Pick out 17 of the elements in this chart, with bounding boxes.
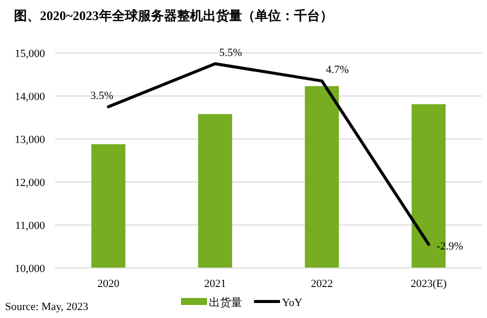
data-label: 3.5% (90, 90, 114, 102)
title: 图、2020~2023年全球服务器整机出货量（单位：千台） (14, 8, 333, 23)
source-note: Source: May, 2023 (5, 301, 89, 313)
x-tick-label: 2022 (310, 278, 333, 290)
legend-label: 出货量 (209, 296, 242, 309)
x-tick-label: 2020 (97, 278, 120, 290)
data-label: 4.7% (326, 64, 349, 76)
y-tick-label: 13,000 (14, 134, 46, 146)
x-tick-label: 2021 (204, 278, 226, 290)
y-tick-label: 15,000 (14, 48, 46, 60)
y-tick-label: 12,000 (14, 177, 46, 189)
y-tick-label: 10,000 (14, 263, 46, 275)
y-tick-label: 14,000 (14, 91, 46, 103)
x-tick-label: 2023(E) (410, 278, 447, 290)
data-label: 5.5% (219, 46, 242, 59)
legend-label: YoY (282, 297, 302, 309)
y-tick-label: 11,000 (15, 220, 46, 232)
